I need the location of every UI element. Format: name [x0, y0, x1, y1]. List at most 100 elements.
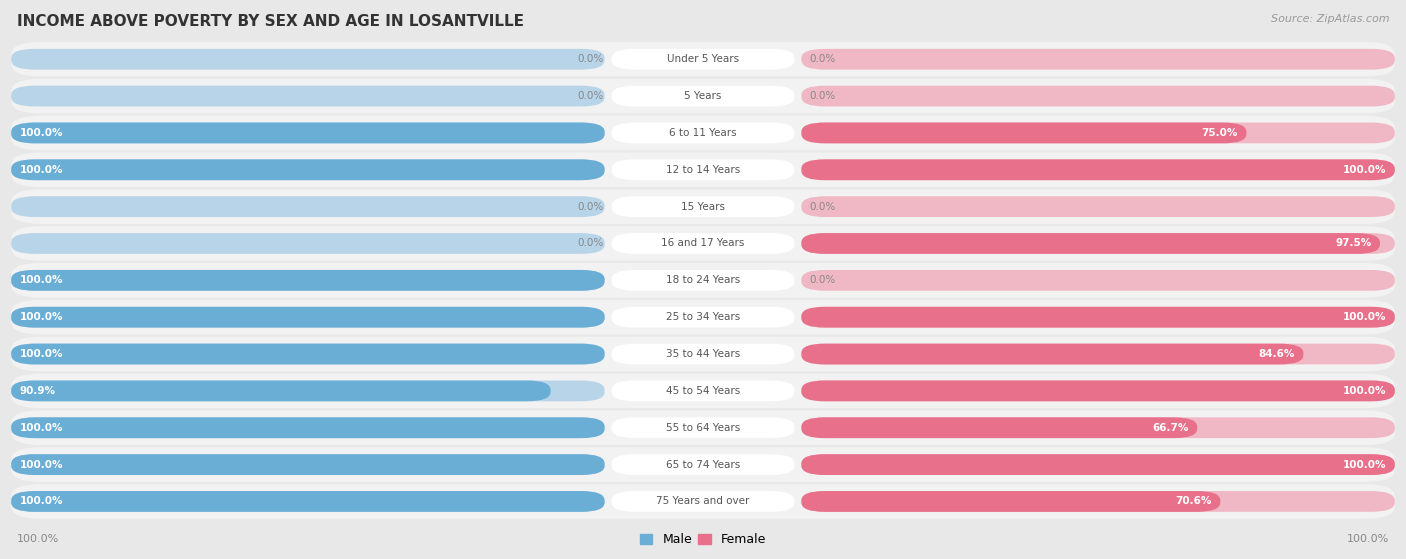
Text: 0.0%: 0.0% [810, 91, 837, 101]
Text: 100.0%: 100.0% [20, 349, 63, 359]
Text: Under 5 Years: Under 5 Years [666, 54, 740, 64]
Text: 90.9%: 90.9% [20, 386, 56, 396]
FancyBboxPatch shape [612, 159, 794, 180]
FancyBboxPatch shape [801, 418, 1197, 438]
Text: 0.0%: 0.0% [576, 54, 603, 64]
FancyBboxPatch shape [801, 233, 1395, 254]
FancyBboxPatch shape [11, 381, 551, 401]
FancyBboxPatch shape [11, 116, 1395, 150]
Text: 100.0%: 100.0% [20, 165, 63, 175]
Text: 100.0%: 100.0% [20, 496, 63, 506]
FancyBboxPatch shape [11, 491, 605, 512]
FancyBboxPatch shape [11, 307, 605, 328]
FancyBboxPatch shape [612, 381, 794, 401]
FancyBboxPatch shape [612, 233, 794, 254]
Text: 35 to 44 Years: 35 to 44 Years [666, 349, 740, 359]
Text: 65 to 74 Years: 65 to 74 Years [666, 459, 740, 470]
FancyBboxPatch shape [801, 307, 1395, 328]
FancyBboxPatch shape [11, 491, 605, 512]
FancyBboxPatch shape [801, 454, 1395, 475]
FancyBboxPatch shape [801, 122, 1395, 143]
FancyBboxPatch shape [11, 418, 605, 438]
Text: 0.0%: 0.0% [810, 276, 837, 285]
Text: 45 to 54 Years: 45 to 54 Years [666, 386, 740, 396]
FancyBboxPatch shape [801, 344, 1303, 364]
Text: Source: ZipAtlas.com: Source: ZipAtlas.com [1271, 14, 1389, 24]
Text: 16 and 17 Years: 16 and 17 Years [661, 239, 745, 249]
Text: 70.6%: 70.6% [1175, 496, 1212, 506]
FancyBboxPatch shape [801, 418, 1395, 438]
Text: 25 to 34 Years: 25 to 34 Years [666, 312, 740, 322]
FancyBboxPatch shape [612, 418, 794, 438]
Text: 100.0%: 100.0% [1343, 459, 1386, 470]
FancyBboxPatch shape [801, 491, 1220, 512]
Text: 6 to 11 Years: 6 to 11 Years [669, 128, 737, 138]
Text: 0.0%: 0.0% [576, 239, 603, 249]
FancyBboxPatch shape [11, 337, 1395, 371]
FancyBboxPatch shape [11, 447, 1395, 482]
FancyBboxPatch shape [801, 491, 1395, 512]
FancyBboxPatch shape [612, 491, 794, 512]
Text: 55 to 64 Years: 55 to 64 Years [666, 423, 740, 433]
FancyBboxPatch shape [11, 159, 605, 180]
FancyBboxPatch shape [801, 49, 1395, 70]
FancyBboxPatch shape [11, 373, 1395, 408]
Text: 84.6%: 84.6% [1258, 349, 1295, 359]
FancyBboxPatch shape [11, 190, 1395, 224]
FancyBboxPatch shape [801, 159, 1395, 180]
FancyBboxPatch shape [612, 49, 794, 70]
FancyBboxPatch shape [801, 381, 1395, 401]
FancyBboxPatch shape [11, 49, 605, 70]
Text: 100.0%: 100.0% [1347, 534, 1389, 544]
Text: 18 to 24 Years: 18 to 24 Years [666, 276, 740, 285]
FancyBboxPatch shape [11, 233, 605, 254]
FancyBboxPatch shape [11, 86, 605, 106]
FancyBboxPatch shape [11, 484, 1395, 519]
FancyBboxPatch shape [612, 344, 794, 364]
FancyBboxPatch shape [801, 344, 1395, 364]
FancyBboxPatch shape [11, 307, 605, 328]
Text: 100.0%: 100.0% [1343, 386, 1386, 396]
Text: 100.0%: 100.0% [1343, 165, 1386, 175]
FancyBboxPatch shape [11, 153, 1395, 187]
FancyBboxPatch shape [801, 233, 1379, 254]
Text: 75.0%: 75.0% [1202, 128, 1237, 138]
Text: 100.0%: 100.0% [20, 128, 63, 138]
FancyBboxPatch shape [11, 226, 1395, 261]
Text: 100.0%: 100.0% [20, 423, 63, 433]
Text: 97.5%: 97.5% [1336, 239, 1371, 249]
Legend: Male, Female: Male, Female [636, 528, 770, 551]
Text: 100.0%: 100.0% [1343, 312, 1386, 322]
FancyBboxPatch shape [612, 270, 794, 291]
Text: 0.0%: 0.0% [576, 91, 603, 101]
FancyBboxPatch shape [11, 122, 605, 143]
FancyBboxPatch shape [612, 307, 794, 328]
FancyBboxPatch shape [11, 270, 605, 291]
Text: 100.0%: 100.0% [17, 534, 59, 544]
Text: 0.0%: 0.0% [810, 54, 837, 64]
FancyBboxPatch shape [11, 263, 1395, 297]
FancyBboxPatch shape [11, 159, 605, 180]
Text: 0.0%: 0.0% [576, 202, 603, 212]
FancyBboxPatch shape [612, 196, 794, 217]
FancyBboxPatch shape [11, 381, 605, 401]
FancyBboxPatch shape [801, 454, 1395, 475]
FancyBboxPatch shape [11, 410, 1395, 445]
FancyBboxPatch shape [801, 307, 1395, 328]
Text: INCOME ABOVE POVERTY BY SEX AND AGE IN LOSANTVILLE: INCOME ABOVE POVERTY BY SEX AND AGE IN L… [17, 14, 524, 29]
FancyBboxPatch shape [11, 122, 605, 143]
FancyBboxPatch shape [11, 196, 605, 217]
FancyBboxPatch shape [612, 454, 794, 475]
FancyBboxPatch shape [801, 196, 1395, 217]
Text: 66.7%: 66.7% [1153, 423, 1188, 433]
FancyBboxPatch shape [11, 270, 605, 291]
Text: 15 Years: 15 Years [681, 202, 725, 212]
Text: 100.0%: 100.0% [20, 459, 63, 470]
FancyBboxPatch shape [612, 86, 794, 106]
FancyBboxPatch shape [11, 418, 605, 438]
FancyBboxPatch shape [612, 122, 794, 143]
FancyBboxPatch shape [801, 86, 1395, 106]
Text: 5 Years: 5 Years [685, 91, 721, 101]
FancyBboxPatch shape [801, 381, 1395, 401]
FancyBboxPatch shape [11, 300, 1395, 334]
